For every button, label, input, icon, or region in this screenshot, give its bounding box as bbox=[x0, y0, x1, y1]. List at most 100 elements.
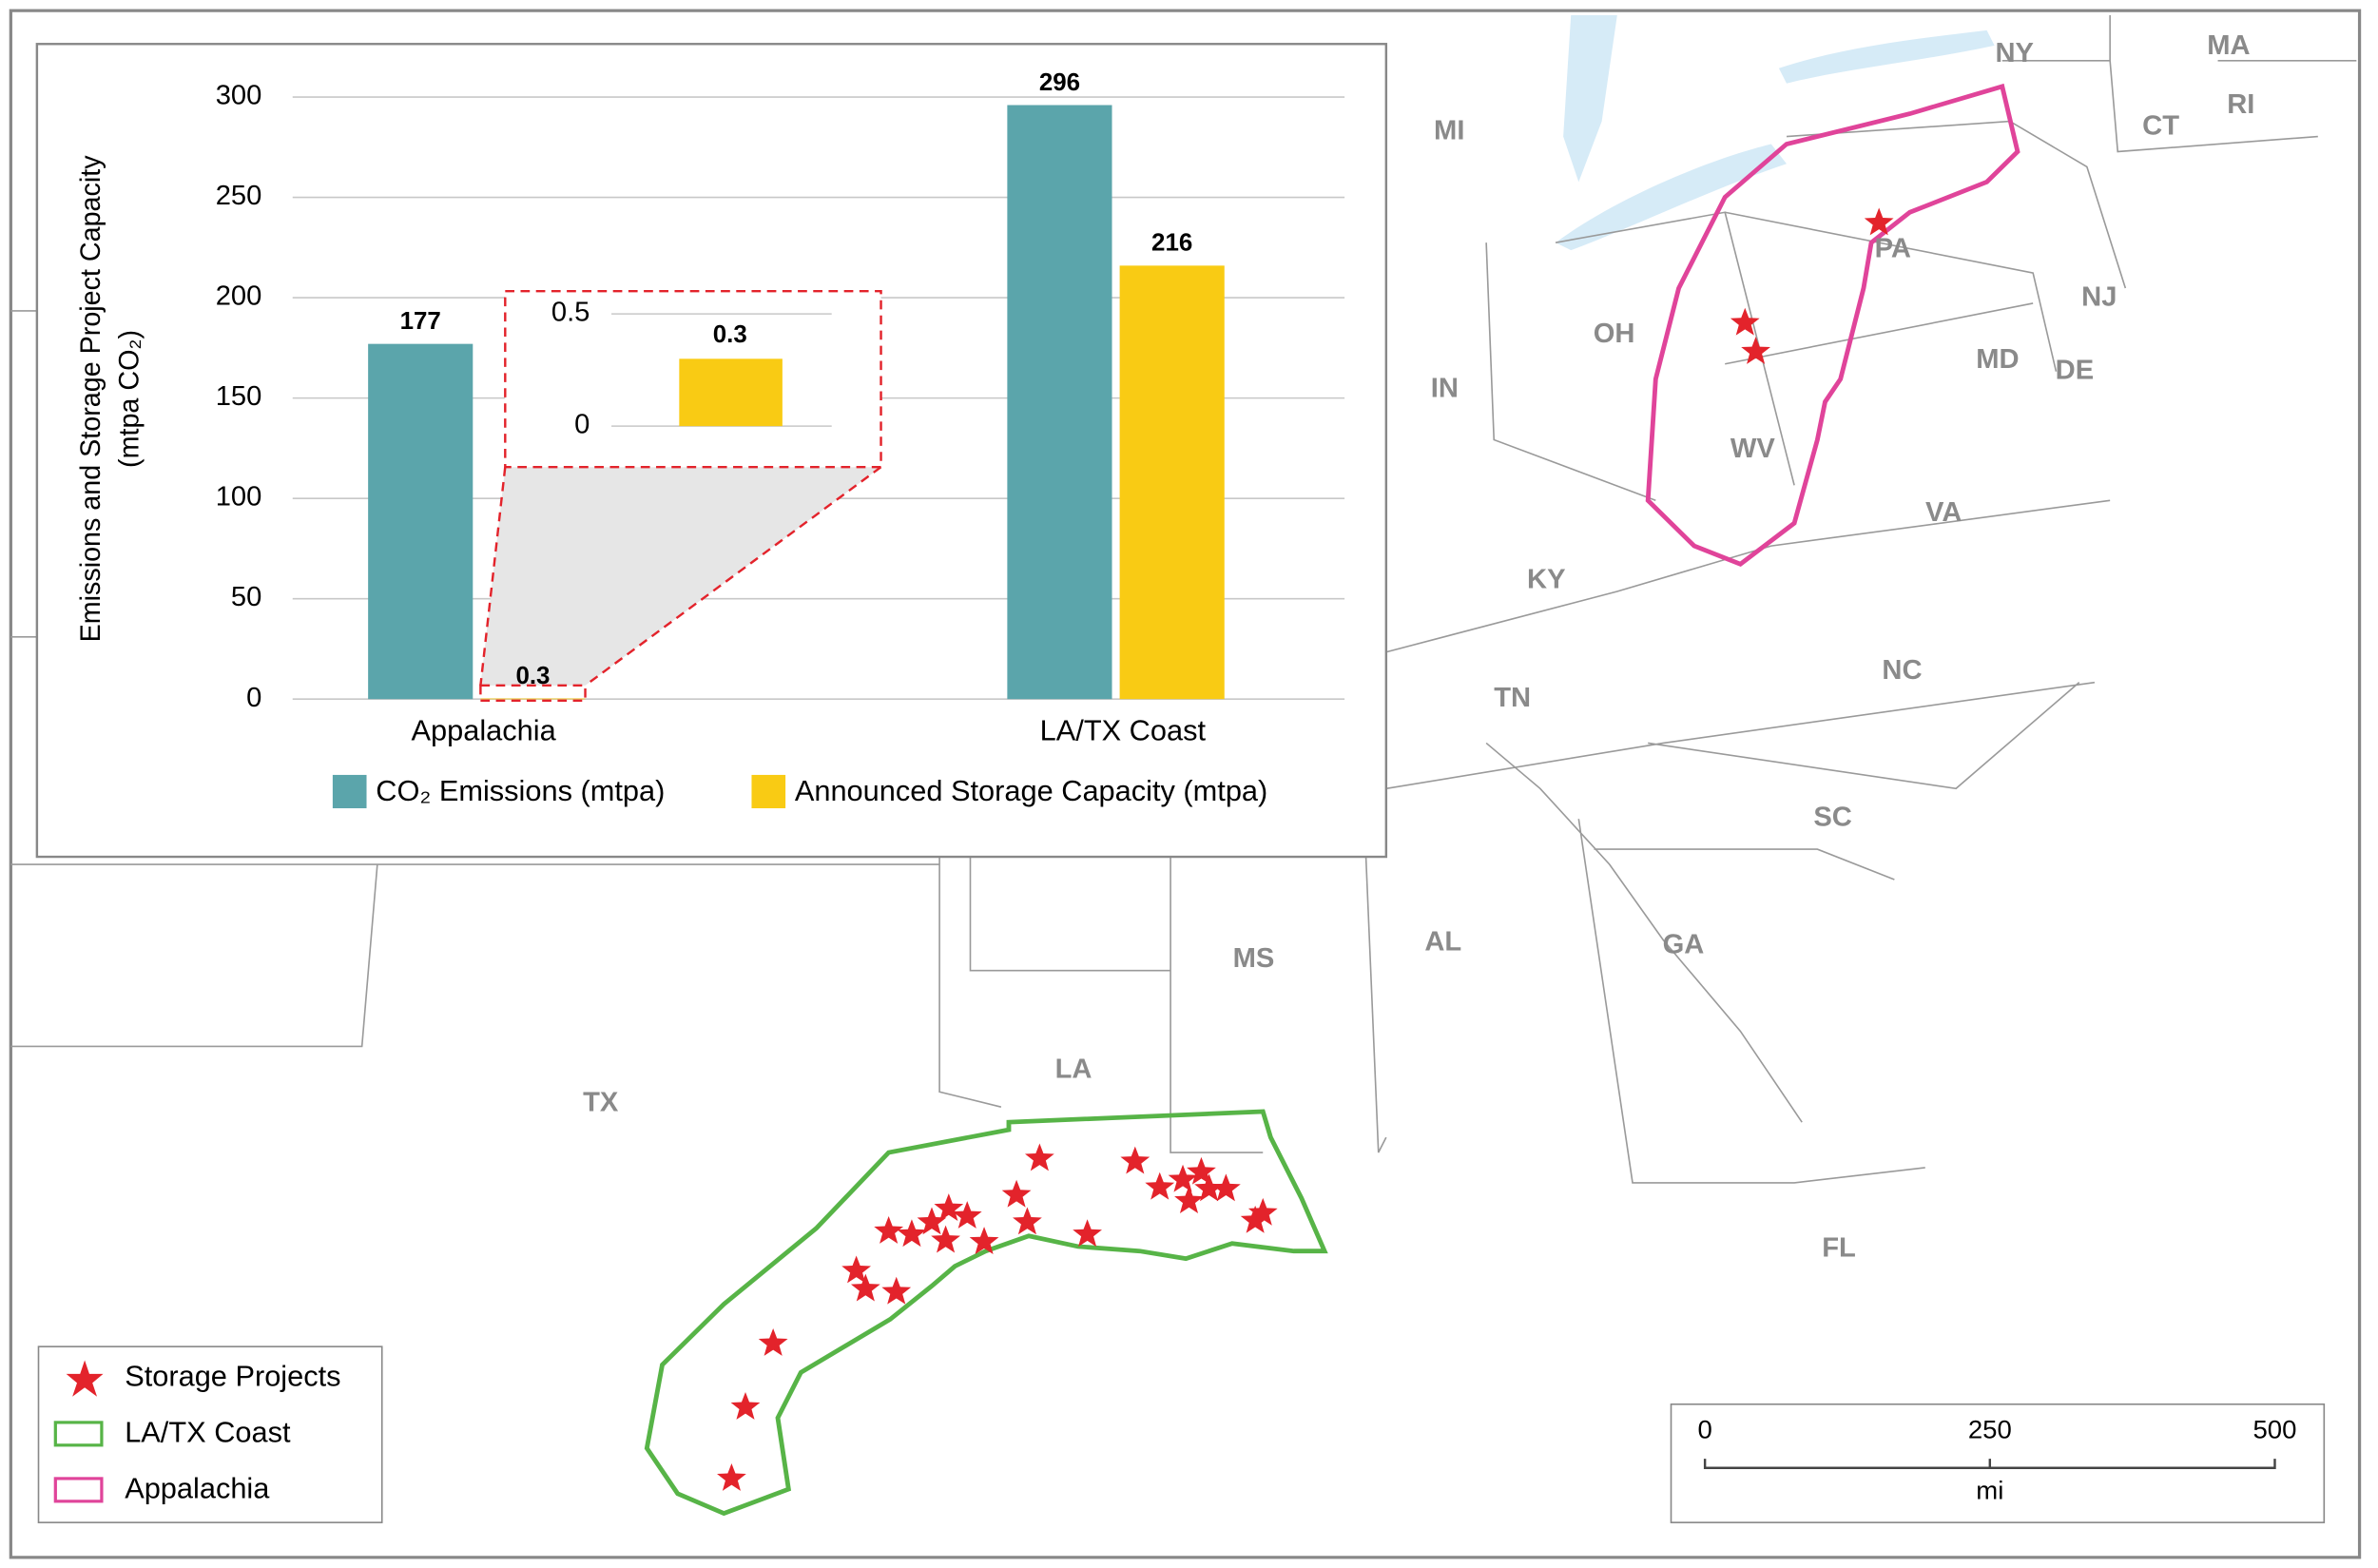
state-label: WV bbox=[1730, 434, 1776, 464]
storage-project bbox=[1240, 1205, 1270, 1233]
storage-project bbox=[897, 1219, 927, 1248]
scale-label: 500 bbox=[2253, 1415, 2297, 1444]
inset-value-label: 0.3 bbox=[713, 321, 747, 348]
storage-project bbox=[952, 1201, 982, 1229]
storage-project bbox=[730, 1392, 761, 1420]
bar bbox=[480, 698, 586, 700]
state-label: GA bbox=[1663, 930, 1705, 960]
storage-project bbox=[1120, 1146, 1150, 1174]
y-tick-label: 300 bbox=[216, 81, 262, 111]
bar bbox=[368, 343, 474, 700]
storage-project bbox=[1013, 1207, 1042, 1235]
state-label: TX bbox=[583, 1088, 619, 1118]
scale-label: 0 bbox=[1697, 1415, 1711, 1444]
la-tx-coast-region bbox=[644, 1109, 1328, 1517]
legend-label: CO₂ Emissions (mtpa) bbox=[376, 775, 665, 807]
storage-project bbox=[931, 1225, 960, 1253]
value-label: 177 bbox=[400, 308, 441, 335]
zoom-connector bbox=[480, 467, 881, 686]
storage-project bbox=[1145, 1171, 1175, 1200]
storage-project bbox=[1168, 1164, 1198, 1192]
storage-project bbox=[1194, 1173, 1224, 1202]
y-tick-label: 150 bbox=[216, 381, 262, 412]
storage-project bbox=[1001, 1179, 1032, 1208]
state-label: IN bbox=[1431, 374, 1459, 404]
state-label: SC bbox=[1813, 803, 1852, 833]
y-axis-title: Emissions and Storage Project Capacity bbox=[76, 155, 106, 643]
state-label: DE bbox=[2056, 355, 2094, 385]
state-label: PA bbox=[1875, 234, 1911, 264]
storage-project bbox=[1210, 1173, 1241, 1202]
value-label: 296 bbox=[1039, 69, 1080, 96]
appalachia-region bbox=[1645, 83, 2020, 567]
state-label: FL bbox=[1822, 1233, 1856, 1264]
state-label: MS bbox=[1233, 943, 1275, 974]
legend-swatch bbox=[332, 774, 367, 809]
scale-unit: mi bbox=[1976, 1476, 2003, 1505]
chart: 0 50 100 150 200 250 300 Emissions and Storage … bbox=[76, 69, 1345, 809]
inset-tick-label: 0 bbox=[574, 410, 590, 440]
storage-project bbox=[969, 1227, 999, 1255]
storage-project bbox=[1174, 1186, 1204, 1213]
x-tick-label: Appalachia bbox=[412, 714, 556, 746]
storage-project bbox=[758, 1328, 788, 1356]
storage-project bbox=[874, 1216, 904, 1244]
scale-label: 250 bbox=[1968, 1415, 2012, 1444]
value-label: 216 bbox=[1151, 230, 1192, 257]
state-label: TN bbox=[1494, 683, 1531, 713]
y-tick-label: 100 bbox=[216, 482, 262, 513]
storage-project bbox=[841, 1255, 872, 1284]
bar bbox=[1007, 105, 1112, 700]
legend-swatch bbox=[53, 1421, 104, 1447]
x-tick-label: LA/TX Coast bbox=[1040, 714, 1207, 746]
storage-project bbox=[1073, 1219, 1102, 1248]
state-label: NC bbox=[1882, 655, 1922, 686]
state-label: RI bbox=[2227, 89, 2254, 120]
y-tick-label: 0 bbox=[246, 683, 261, 713]
state-label: OH bbox=[1594, 319, 1635, 349]
inset-tick-label: 0.5 bbox=[551, 298, 590, 328]
legend-label: Appalachia bbox=[125, 1473, 269, 1505]
state-label: MD bbox=[1976, 344, 2019, 375]
storage-project bbox=[1024, 1143, 1054, 1171]
legend-label: LA/TX Coast bbox=[125, 1417, 291, 1449]
y-tick-label: 50 bbox=[231, 582, 261, 612]
value-label: 0.3 bbox=[515, 663, 550, 689]
scale-bar bbox=[1703, 1459, 2276, 1469]
state-label: MA bbox=[2207, 30, 2250, 61]
state-label: CT bbox=[2142, 111, 2179, 142]
y-tick-label: 250 bbox=[216, 181, 262, 211]
state-label: KY bbox=[1527, 565, 1565, 595]
state-label: MI bbox=[1434, 116, 1464, 146]
legend-swatch bbox=[53, 1477, 104, 1503]
storage-project bbox=[717, 1462, 746, 1491]
storage-project bbox=[1730, 307, 1760, 336]
state-label: NY bbox=[1995, 38, 2033, 68]
inset-bar bbox=[679, 358, 783, 427]
state-label: AL bbox=[1424, 927, 1461, 958]
storage-project bbox=[881, 1276, 912, 1305]
state-labels: MI NY MA RI CT PA NJ OH IN MD DE WV VA KY TN NC SC AL GA MS… bbox=[583, 30, 2254, 1263]
storage-project bbox=[1741, 337, 1770, 364]
storage-project bbox=[1864, 207, 1894, 236]
storage-project bbox=[850, 1273, 880, 1302]
zoom-source bbox=[479, 684, 587, 702]
legend-label: Announced Storage Capacity (mtpa) bbox=[795, 775, 1267, 807]
y-tick-label: 200 bbox=[216, 281, 262, 312]
storage-projects bbox=[717, 207, 1894, 1491]
y-axis-title: (mtpa CO₂) bbox=[114, 330, 145, 468]
legend-label: Storage Projects bbox=[125, 1361, 340, 1393]
lakes bbox=[1556, 14, 1995, 251]
scale-bar-box bbox=[1670, 1403, 2326, 1523]
state-label: NJ bbox=[2081, 282, 2117, 313]
storage-project bbox=[1247, 1197, 1278, 1226]
storage-project bbox=[917, 1207, 947, 1235]
state-label: VA bbox=[1925, 497, 1962, 528]
state-label: LA bbox=[1055, 1055, 1092, 1085]
storage-project bbox=[934, 1193, 964, 1221]
storage-project bbox=[1187, 1156, 1216, 1185]
legend-swatch bbox=[751, 774, 786, 809]
bar bbox=[1119, 265, 1225, 700]
